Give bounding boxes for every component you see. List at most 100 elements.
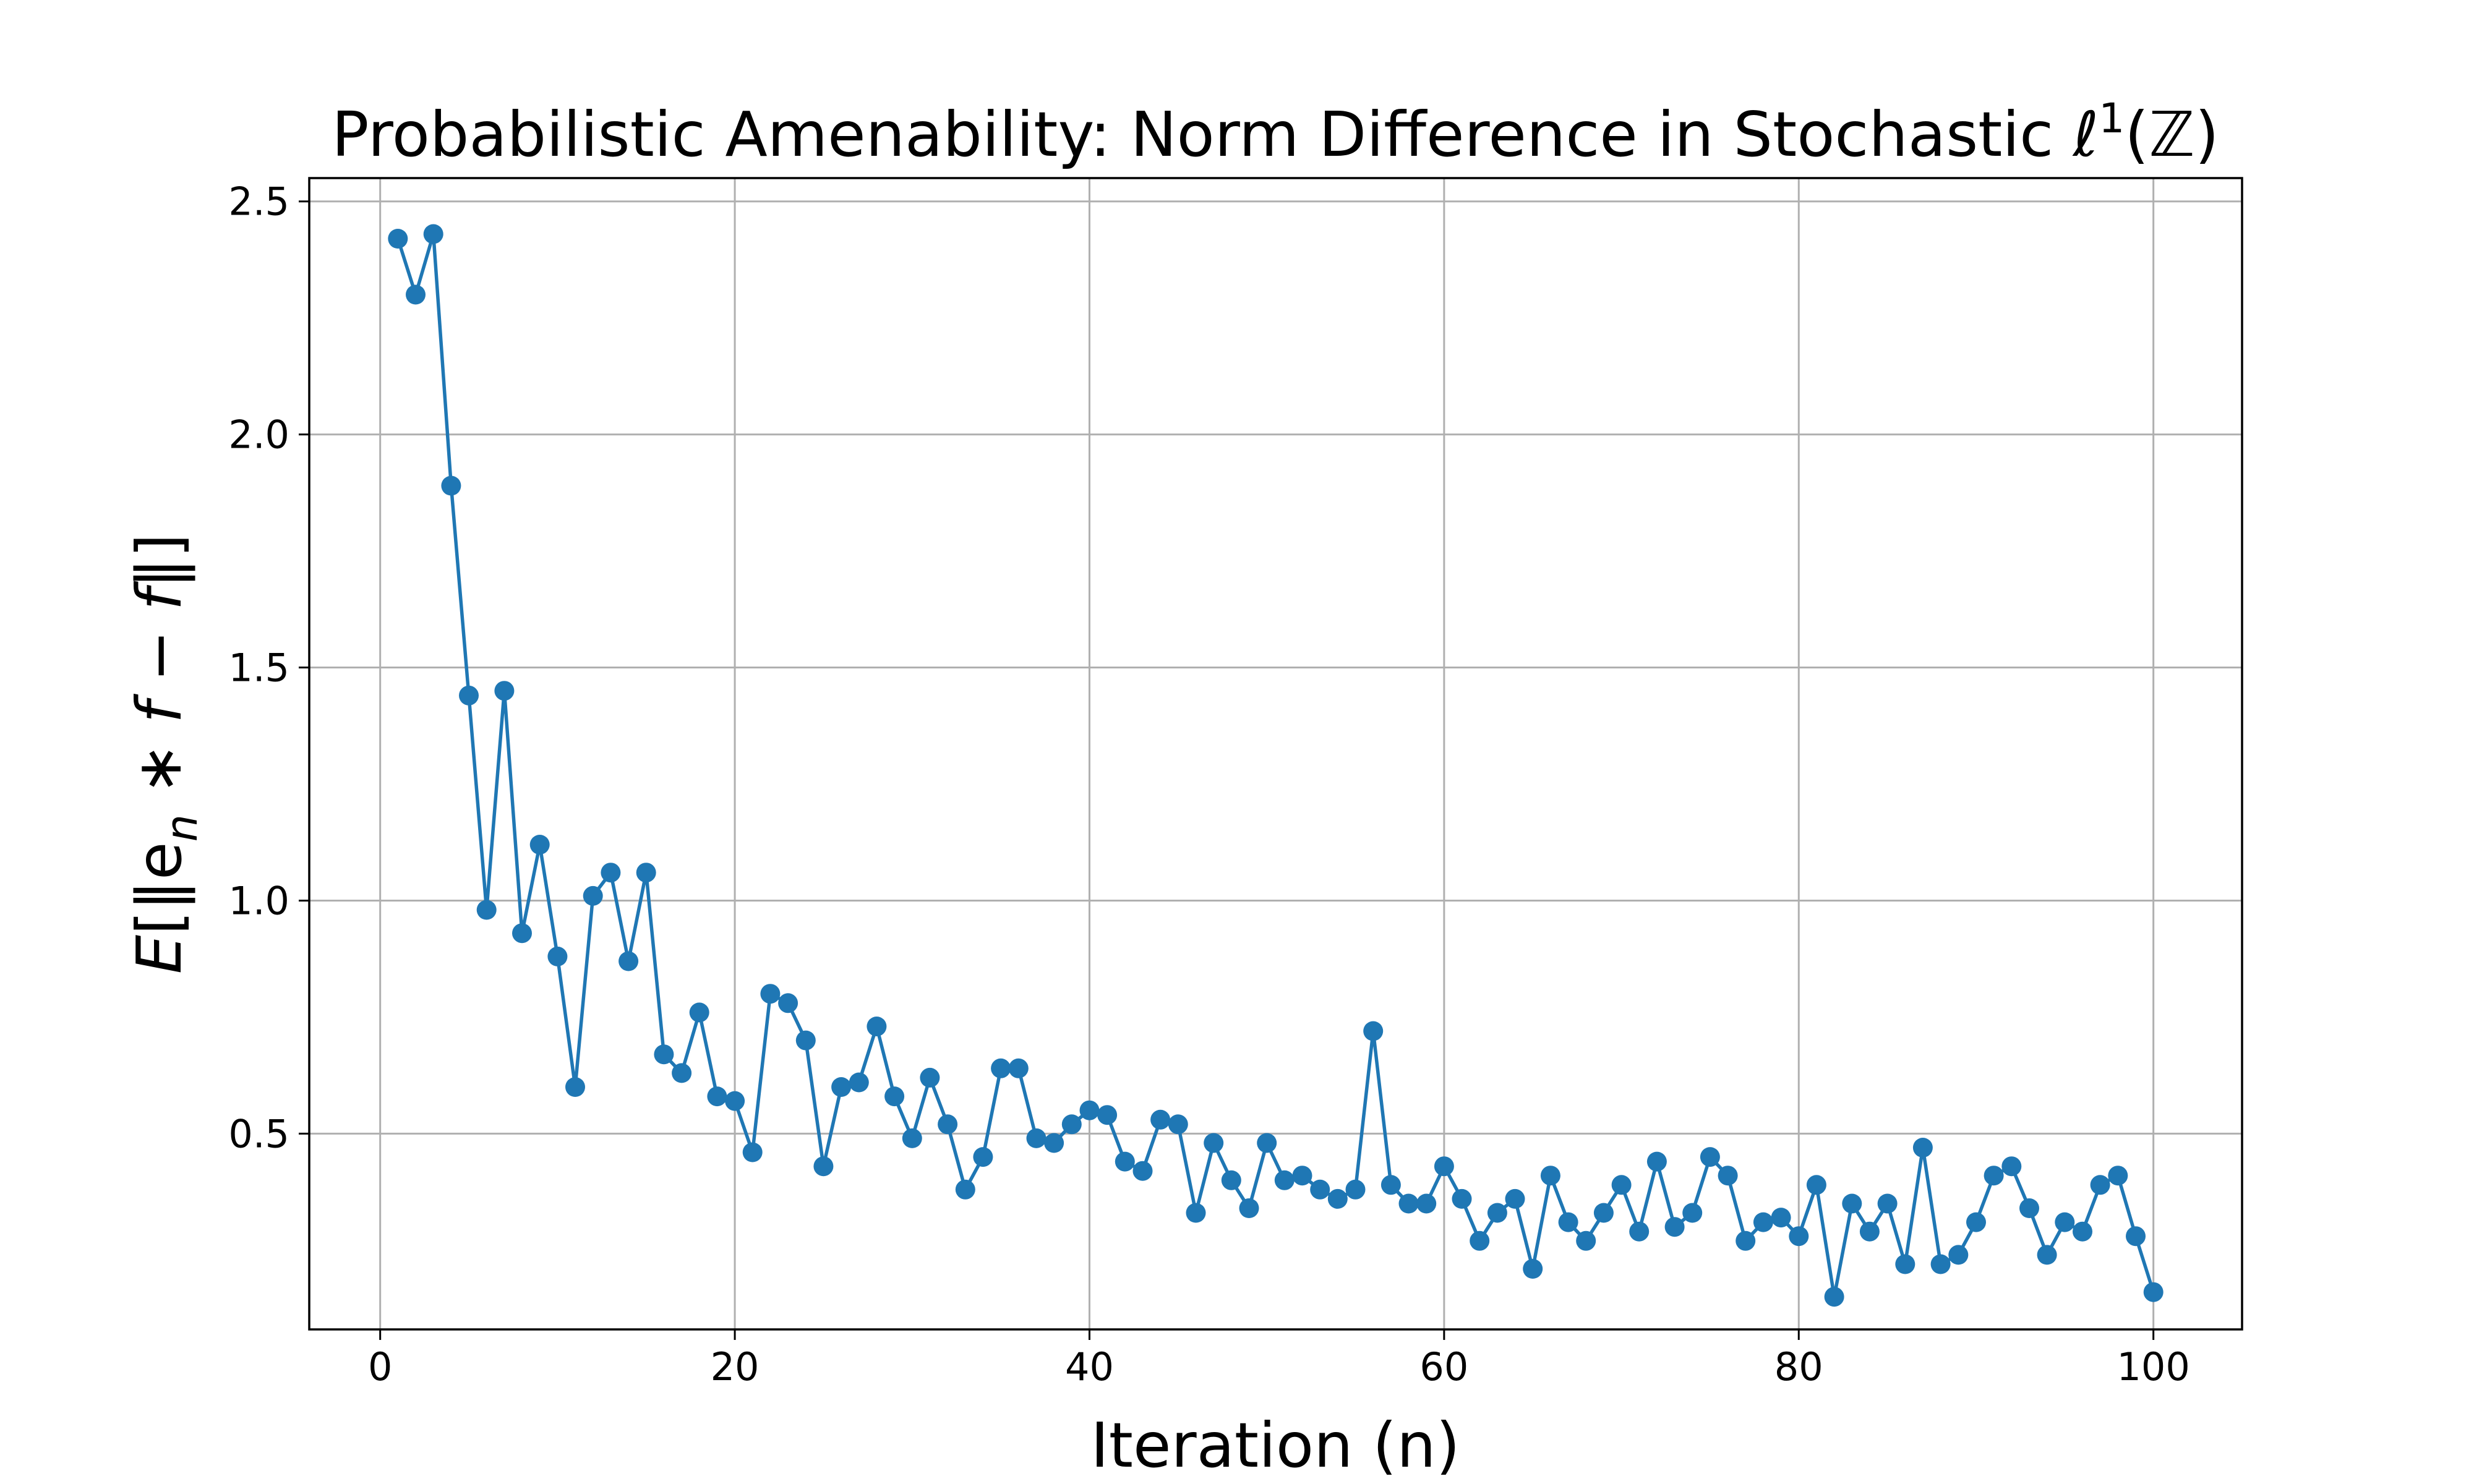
data-point [1611,1175,1632,1195]
data-point [991,1058,1011,1078]
data-point [1736,1230,1756,1251]
y-axis-ticks: 0.5 1.0 1.5 2.0 2.5 [228,179,309,1156]
data-point [1718,1166,1738,1186]
data-point [2055,1212,2075,1232]
data-point [672,1063,692,1083]
data-point [795,1030,816,1051]
data-point [1540,1166,1560,1186]
data-point [1327,1188,1348,1209]
data-point [476,900,497,920]
data-point [1186,1203,1206,1223]
x-tick-label: 20 [711,1344,760,1389]
data-point [1877,1193,1898,1214]
y-label-op1: ∗ [123,723,195,814]
y-label-op2: − [123,610,195,701]
data-point [2037,1245,2057,1265]
data-point [1097,1105,1118,1125]
y-tick-label: 0.5 [228,1111,289,1156]
data-point [1984,1166,2004,1186]
data-point [1593,1203,1614,1223]
y-tick-label: 2.5 [228,179,289,224]
data-point [494,681,515,701]
grid [309,178,2242,1329]
chart-title: Probabilistic Amenability: Norm Differen… [332,95,2219,171]
y-label-close: ‖] [123,534,195,589]
data-point [618,951,639,971]
data-point [2108,1166,2128,1186]
data-point [1115,1151,1135,1172]
data-point [813,1156,834,1177]
data-point [1274,1170,1295,1190]
data-point [1505,1188,1525,1209]
data-point [1930,1254,1951,1274]
data-point [742,1142,763,1162]
data-point [1859,1221,1880,1242]
data-point [388,229,408,249]
x-axis-label: Iteration (n) [1090,1409,1460,1482]
data-point [1753,1212,1773,1232]
series-line [396,232,2155,1298]
x-tick-label: 40 [1065,1344,1114,1389]
y-label-open: [‖e [123,842,195,935]
data-point [2073,1221,2092,1242]
data-point [884,1086,905,1107]
data-point [1398,1193,1419,1214]
data-point [2019,1198,2039,1218]
x-tick-label: 0 [368,1344,392,1389]
data-point [1842,1193,1862,1214]
data-point [1310,1179,1330,1200]
data-point [1257,1133,1277,1153]
data-point [1824,1287,1844,1307]
y-tick-label: 1.5 [228,646,289,691]
data-point [423,224,443,244]
data-point [636,863,656,883]
data-point [1380,1175,1401,1195]
y-label-e: E [123,935,195,974]
data-point [707,1086,727,1107]
data-point [1008,1058,1029,1078]
data-point [529,835,550,855]
data-point [459,685,479,706]
data-point [1664,1217,1685,1237]
data-point [1700,1147,1720,1167]
data-point [1239,1198,1259,1218]
data-point [1416,1193,1437,1214]
data-point [1132,1161,1153,1181]
data-series [388,224,2164,1307]
data-point [1629,1221,1650,1242]
data-point [441,475,461,496]
x-tick-label: 100 [2117,1344,2189,1389]
data-point [725,1091,745,1111]
chart-title-tail: (ℤ) [2125,98,2219,171]
data-point [1789,1226,1809,1247]
data-point [547,946,568,966]
data-point [955,1179,975,1200]
data-point [1150,1109,1171,1130]
data-point [583,885,603,906]
data-point [1044,1133,1064,1153]
data-point [1061,1114,1082,1135]
data-point [1026,1128,1047,1148]
data-point [2090,1175,2110,1195]
data-point [1576,1230,1596,1251]
data-point [1966,1212,1986,1232]
data-point [1452,1188,1472,1209]
data-point [689,1002,709,1023]
data-point [1487,1203,1507,1223]
y-axis-label: E[‖en ∗ f − f‖] [123,534,207,974]
data-point [1806,1175,1826,1195]
data-point [831,1077,852,1097]
data-point [1221,1170,1241,1190]
data-point [565,1077,585,1097]
chart-title-sup: 1 [2099,95,2125,142]
data-point [601,863,621,883]
data-point [406,284,426,305]
data-point [973,1147,993,1167]
data-point [1912,1138,1933,1158]
data-point [1895,1254,1915,1274]
data-point [1523,1259,1543,1279]
y-tick-label: 1.0 [228,878,289,923]
y-tick-label: 2.0 [228,412,289,458]
